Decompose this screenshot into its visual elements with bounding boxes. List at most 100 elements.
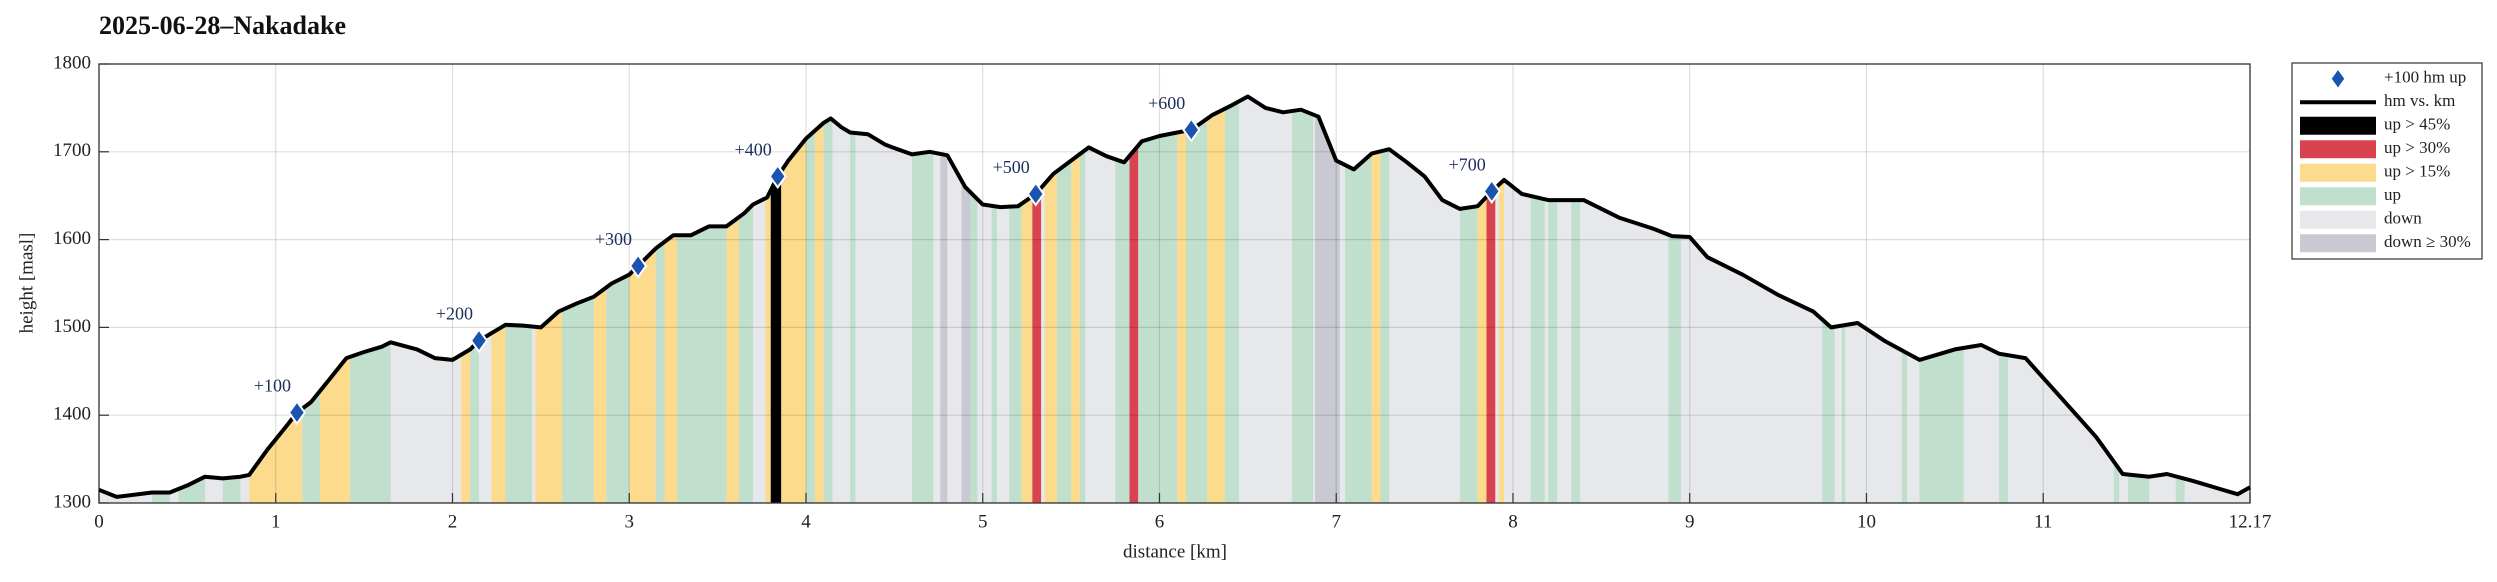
y-tick-label: 1500 [53,316,91,337]
band [2128,96,2150,503]
marker-label: +100 [254,376,291,396]
legend-marker [2329,67,2347,91]
band [805,96,815,503]
band [1079,96,1086,503]
band [664,96,677,503]
marker [768,163,787,190]
band [562,96,594,503]
band [770,96,782,503]
y-axis-label: height [masl] [16,233,37,334]
x-tick-label: 12.17 [2229,511,2272,532]
band [1919,96,1964,503]
band [178,96,206,503]
plot-frame [98,63,2251,504]
band [1129,96,1139,503]
band [302,96,320,503]
band [1009,96,1022,503]
legend-swatch [2300,116,2376,135]
y-tick-label: 1600 [53,228,91,249]
band [1021,96,1033,503]
band [765,96,771,503]
band [1207,96,1225,503]
band [1498,96,1505,503]
legend-label: up > 45% [2384,115,2450,134]
band [1177,96,1186,503]
x-tick-label: 2 [448,511,458,532]
x-axis-label: distance [km] [1123,541,1227,562]
x-tick-label: 11 [2034,511,2052,532]
marker [1026,181,1045,207]
x-tick-label: 7 [1331,511,1341,532]
band [912,96,934,503]
band [1138,96,1178,503]
legend-swatch [2300,163,2376,182]
band [738,96,753,503]
band [505,96,533,503]
band [1571,96,1581,503]
legend-swatch [2300,234,2376,253]
band [1292,96,1314,503]
band [1901,96,1908,503]
marker-label: +200 [436,304,473,324]
band [655,96,665,503]
legend-label: down [2384,209,2422,228]
band [319,96,350,503]
band [1668,96,1681,503]
y-tick-label: 1400 [53,404,91,425]
band [781,96,806,503]
band [1224,96,1240,503]
y-tick-label: 1300 [53,491,91,512]
band [1486,96,1496,503]
profile-line [98,94,2251,499]
band [726,96,739,503]
band [1477,96,1487,503]
band [940,96,948,503]
band [823,96,833,503]
band [470,96,480,503]
legend-label: hm vs. km [2384,91,2455,110]
legend-swatch [2300,187,2376,206]
band [222,96,241,503]
legend-label: up [2384,185,2401,204]
legend-swatch [2300,140,2376,159]
x-tick-label: 0 [94,511,104,532]
band [593,96,607,503]
band [1185,96,1208,503]
marker [628,253,648,279]
band [814,96,824,503]
band [1822,96,1835,503]
band [850,96,856,503]
x-tick-label: 6 [1155,511,1165,532]
marker-label: +600 [1148,93,1185,113]
legend-label: up > 30% [2384,138,2450,157]
x-tick-label: 4 [801,511,811,532]
band [461,96,471,503]
marker [469,327,489,354]
marker-label: +500 [993,157,1030,177]
legend-label: down ≥ 30% [2384,232,2471,251]
band [349,96,391,503]
marker [1482,178,1501,205]
band [2113,96,2120,503]
band [1071,96,1080,503]
band [1371,96,1381,503]
band [1999,96,2008,503]
band [676,96,727,503]
band [1548,96,1558,503]
band [1380,96,1390,503]
band [152,96,170,503]
x-tick-label: 10 [1857,511,1876,532]
y-tick-label: 1800 [53,52,91,73]
chart-title: 2025-06-28–Nakadake [99,11,346,40]
legend-label: up > 15% [2384,162,2450,181]
legend-swatch [2300,210,2376,229]
band [535,96,563,503]
marker-label: +700 [1449,154,1486,174]
marker [287,399,307,426]
band [1530,96,1545,503]
legend-label: +100 hm up [2384,68,2466,87]
x-tick-label: 5 [978,511,988,532]
band [1115,96,1130,503]
